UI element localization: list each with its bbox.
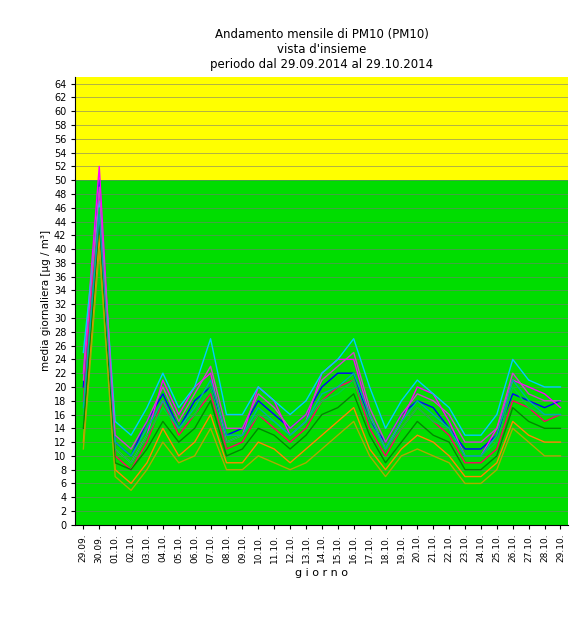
Bar — [75, 180, 568, 525]
Title: Andamento mensile di PM10 (PM10)
vista d'insieme
periodo dal 29.09.2014 al 29.10: Andamento mensile di PM10 (PM10) vista d… — [211, 28, 433, 72]
Y-axis label: media giornaliera [μg / m³]: media giornaliera [μg / m³] — [41, 230, 51, 371]
X-axis label: g i o r n o: g i o r n o — [295, 568, 349, 578]
Bar — [75, 77, 568, 180]
